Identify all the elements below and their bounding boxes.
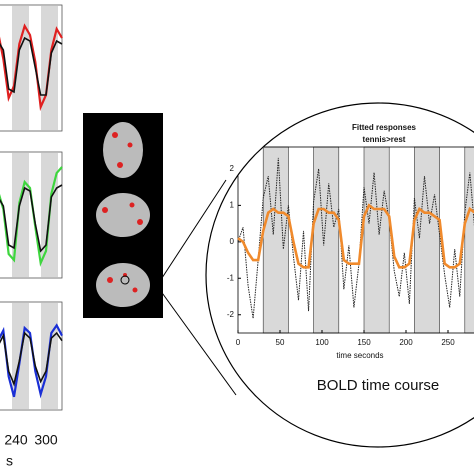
panel-line: [0, 323, 63, 399]
connector: [159, 289, 237, 396]
brain: [103, 122, 143, 178]
brain-image: [83, 113, 163, 318]
x-tick-label: 300: [34, 432, 58, 448]
task-block: [414, 146, 440, 334]
x-axis-label: s: [6, 453, 13, 469]
y-tick-label: 0: [230, 237, 235, 246]
x-tick-label: 150: [357, 338, 371, 347]
small-panels: [0, 4, 63, 411]
task-block: [313, 146, 340, 334]
chart-title: Fitted responses: [352, 123, 417, 132]
x-tick-label: 0: [236, 338, 241, 347]
plot-frame: [237, 146, 474, 334]
x-tick-label: 240: [4, 432, 28, 448]
panel-line: [0, 23, 63, 112]
x-tick-label: 250: [441, 338, 455, 347]
x-tick-label: 100: [315, 338, 329, 347]
main-chart: [237, 146, 474, 334]
x-axis-label: time seconds: [336, 351, 383, 360]
panel-line: [0, 166, 63, 267]
x-tick-label: 200: [399, 338, 413, 347]
caption: BOLD time course: [317, 377, 440, 394]
brain: [96, 263, 150, 307]
y-tick-label: 1: [230, 200, 235, 209]
y-tick-label: -2: [227, 310, 235, 319]
block: [12, 6, 29, 130]
panel-frame: [0, 4, 63, 132]
chart-subtitle: tennis>rest: [363, 135, 406, 144]
panel-line: [0, 184, 63, 253]
fitted-line: [237, 203, 474, 269]
panel-line: [0, 36, 63, 96]
data-line: [237, 157, 474, 319]
panel-frame: [0, 151, 63, 279]
y-tick-label: 2: [230, 164, 235, 173]
x-tick-label: 50: [276, 338, 285, 347]
roi-marker: [120, 275, 130, 285]
brain: [96, 193, 150, 237]
y-tick-label: -1: [227, 273, 235, 282]
panel-line: [0, 331, 63, 387]
task-block: [464, 146, 474, 334]
panel-frame: [0, 301, 63, 411]
task-block: [363, 146, 390, 334]
connector: [159, 179, 227, 282]
